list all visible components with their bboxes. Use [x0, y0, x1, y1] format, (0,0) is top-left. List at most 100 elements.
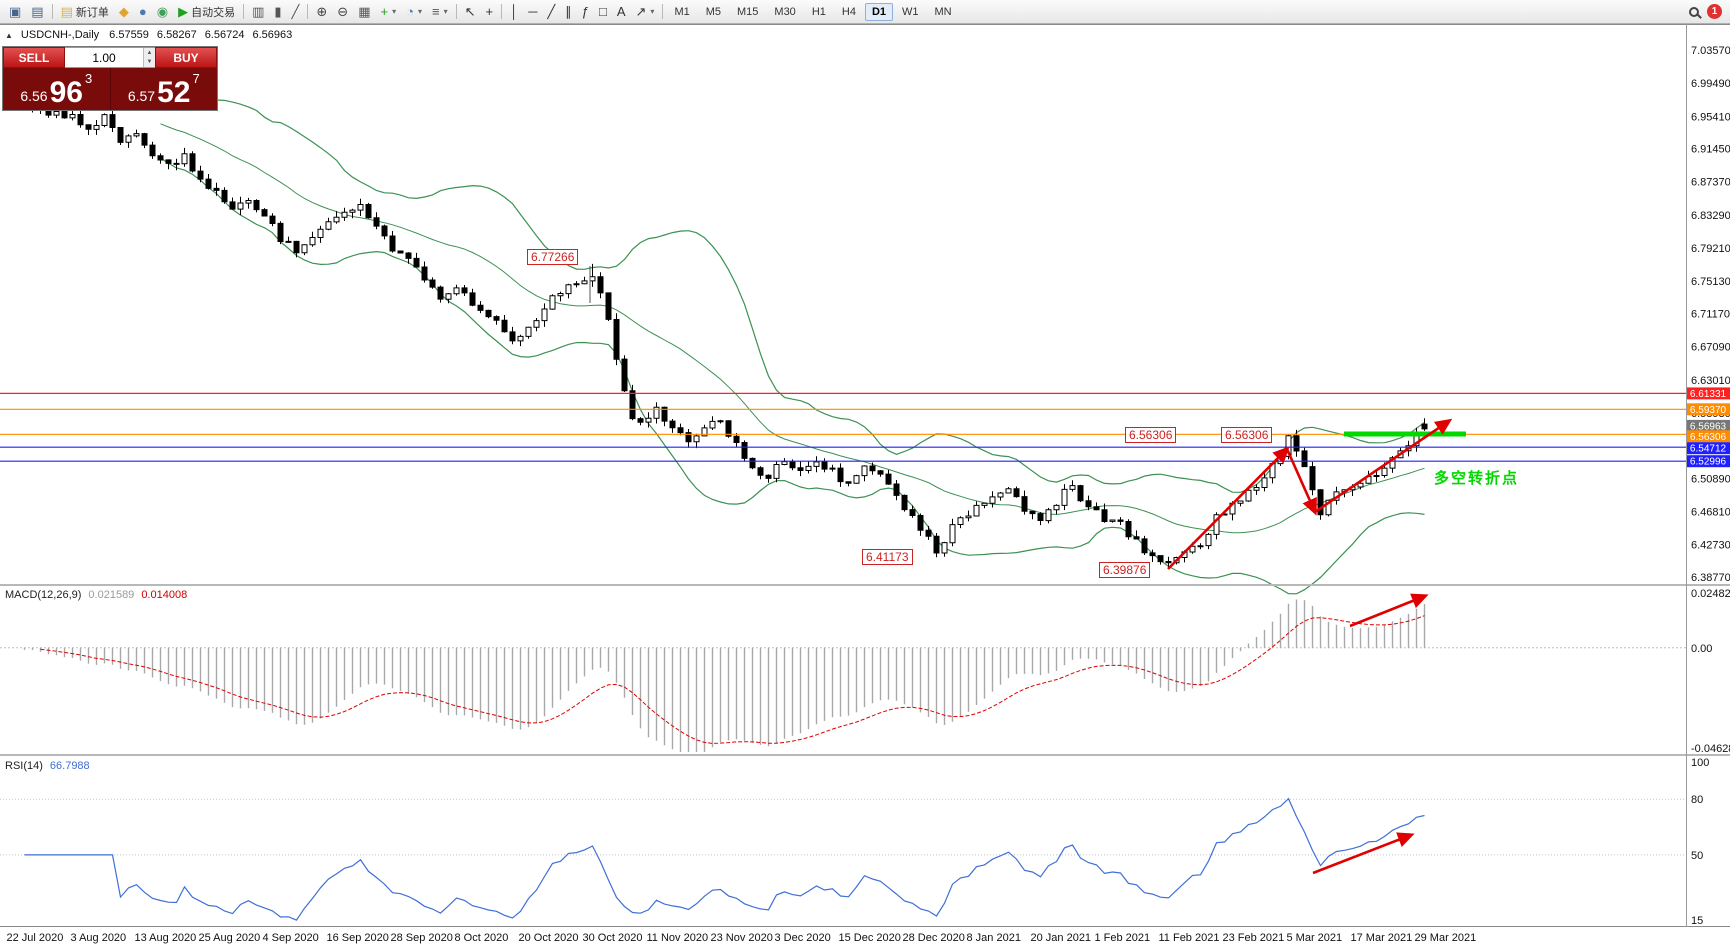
panel-separator[interactable]: [0, 754, 1730, 756]
macd-signal-value: 0.014008: [141, 589, 188, 601]
lot-size-input[interactable]: 1.00: [92, 50, 116, 65]
ohlc-high: 6.58267: [156, 29, 197, 41]
autotrading-button-glyph: ▶: [178, 4, 189, 19]
timeframe-mn[interactable]: MN: [934, 5, 952, 18]
zoom-out-icon-glyph: ⊖: [337, 4, 349, 19]
timeframe-m15[interactable]: M15: [737, 5, 759, 18]
cursor-icon[interactable]: ↖: [460, 2, 481, 21]
trendline-icon[interactable]: ╱: [542, 2, 560, 21]
vertical-line-icon[interactable]: │: [505, 2, 523, 21]
indicators-icon-dropdown[interactable]: ▾: [392, 7, 397, 16]
notification-badge[interactable]: 1: [1707, 4, 1722, 19]
new-order-button[interactable]: ▤ 新订单: [56, 1, 114, 23]
price-badge: [1687, 442, 1730, 455]
trend-annotations[interactable]: [589, 266, 1466, 875]
arrow-tools-icon[interactable]: ↗ ▾: [631, 2, 660, 21]
timeframe-m1[interactable]: M1: [674, 5, 690, 18]
indicators-icon[interactable]: + ▾: [375, 2, 401, 21]
toolbar-separator: [662, 4, 664, 19]
timeframe-m5[interactable]: M5: [705, 5, 721, 18]
price-annotation-label[interactable]: 6.77266: [527, 249, 579, 265]
lot-spinner: ▲ ▼: [143, 48, 155, 67]
price-annotation-label[interactable]: 6.56306: [1221, 427, 1273, 443]
zoom-in-icon[interactable]: ⊕: [311, 2, 332, 21]
horizontal-line-icon[interactable]: ─: [523, 2, 542, 21]
buy-price[interactable]: 6.57 52 7: [111, 68, 218, 110]
cycles-icon-glyph: ◔: [406, 4, 414, 19]
timeframe-h4[interactable]: H4: [841, 5, 856, 18]
terminal-window-icon[interactable]: ▣: [4, 2, 26, 21]
trend-arrow[interactable]: [1285, 448, 1317, 516]
price-annotation-label[interactable]: 6.41173: [862, 549, 913, 565]
date-label: 30 Oct 2020: [583, 932, 643, 944]
cycles-icon-dropdown[interactable]: ▾: [417, 7, 422, 16]
timeframe-d1[interactable]: D1: [864, 2, 893, 21]
candlestick-chart-icon-glyph: ▮: [274, 4, 282, 19]
one-click-controls: SELL 1.00 ▲ ▼ BUY: [3, 47, 217, 68]
price-tick-label: 6.83290: [1691, 210, 1730, 222]
oneclick-collapse-icon[interactable]: ▲: [5, 30, 13, 40]
shapes-icon[interactable]: □: [594, 2, 612, 21]
price-badge-label: 6.56963: [1690, 421, 1727, 432]
date-label: 29 Mar 2021: [1415, 932, 1477, 944]
date-label: 5 Mar 2021: [1287, 932, 1343, 944]
trend-arrow[interactable]: [1349, 593, 1429, 628]
price-badge: [1687, 387, 1730, 400]
favorites-icon[interactable]: ◆: [114, 2, 134, 21]
vertical-line-icon-glyph: │: [510, 4, 519, 19]
toolbar: ▣ ▤ ▤ 新订单 ◆ ● ◉ ▶ 自动交易 ▥ ▮ ╱ ⊕ ⊖ ▦ + ▾ ◔ ▾ ≡ ▾ ↖ + │ ─ ╱ ∥ ƒ □ A ↗ ▾ M1…: [0, 0, 1730, 24]
autotrading-button[interactable]: ▶ 自动交易: [173, 1, 240, 23]
trend-arrow[interactable]: [1314, 418, 1453, 514]
price-badge: [1687, 403, 1730, 416]
crosshair-icon[interactable]: +: [480, 2, 498, 21]
line-chart-icon[interactable]: ╱: [287, 2, 305, 21]
zoom-out-icon[interactable]: ⊖: [332, 2, 353, 21]
lot-increase-icon[interactable]: ▲: [144, 48, 155, 58]
fibonacci-icon[interactable]: ƒ: [577, 2, 594, 21]
panel-separator[interactable]: [0, 584, 1730, 586]
macd-name: MACD(12,26,9): [5, 589, 82, 601]
rsi-scale-label: 80: [1691, 794, 1703, 806]
arrow-tools-icon-dropdown[interactable]: ▾: [650, 7, 655, 16]
one-click-quotes: 6.56 96 3 6.57 52 7: [3, 68, 217, 110]
date-axis[interactable]: 22 Jul 2020 3 Aug 2020 13 Aug 2020 25 Aug 2…: [7, 932, 1477, 944]
templates-icon[interactable]: ≡ ▾: [427, 2, 453, 21]
price-annotation-label[interactable]: 6.39876: [1099, 562, 1151, 578]
tile-windows-icon[interactable]: ▦: [353, 2, 375, 21]
sell-button[interactable]: SELL: [3, 47, 65, 68]
date-label: 25 Aug 2020: [199, 932, 261, 944]
cycles-icon[interactable]: ◔ ▾: [401, 2, 427, 21]
date-label: 16 Sep 2020: [327, 932, 389, 944]
line-chart-icon-glyph: ╱: [291, 4, 300, 19]
trend-note[interactable]: 多空转折点: [1434, 470, 1520, 487]
search-icon[interactable]: [1689, 6, 1699, 17]
price-badge-label: 6.61331: [1690, 389, 1727, 400]
bar-chart-icon[interactable]: ▥: [247, 2, 269, 21]
channel-icon[interactable]: ∥: [560, 2, 577, 21]
price-badge: [1687, 455, 1730, 468]
trend-arrow[interactable]: [1167, 446, 1290, 570]
lot-decrease-icon[interactable]: ▼: [144, 57, 155, 67]
sell-price[interactable]: 6.56 96 3: [3, 68, 111, 110]
timeframe-w1[interactable]: W1: [902, 5, 919, 18]
toolbar-items: ▣ ▤ ▤ 新订单 ◆ ● ◉ ▶ 自动交易 ▥ ▮ ╱ ⊕ ⊖ ▦ + ▾ ◔ ▾ ≡ ▾ ↖ + │ ─ ╱ ∥ ƒ □ A ↗ ▾: [4, 1, 666, 23]
trend-arrow[interactable]: [1312, 832, 1415, 875]
text-icon[interactable]: A: [612, 2, 631, 21]
toolbar-separator: [243, 4, 245, 19]
timeframe-h1[interactable]: H1: [811, 5, 826, 18]
price-annotation-label[interactable]: 6.56306: [1125, 427, 1177, 443]
templates-icon-dropdown[interactable]: ▾: [443, 7, 448, 16]
price-tick-label: 6.46810: [1691, 506, 1730, 518]
sell-price-big: 96: [49, 75, 83, 109]
timeframe-m30[interactable]: M30: [774, 5, 796, 18]
accounts-icon[interactable]: ●: [134, 2, 152, 21]
ohlc-low: 6.56724: [204, 29, 245, 41]
profile-window-icon[interactable]: ▤: [26, 2, 48, 21]
candlestick-chart-icon[interactable]: ▮: [269, 2, 286, 21]
community-icon[interactable]: ◉: [152, 2, 173, 21]
buy-button[interactable]: BUY: [155, 47, 217, 68]
price-scale[interactable]: 7.03570 6.99490 6.95410 6.91450 6.87370 6.832…: [1687, 45, 1730, 927]
tile-windows-icon-glyph: ▦: [358, 4, 371, 19]
toolbar-right: 1: [1689, 4, 1726, 19]
